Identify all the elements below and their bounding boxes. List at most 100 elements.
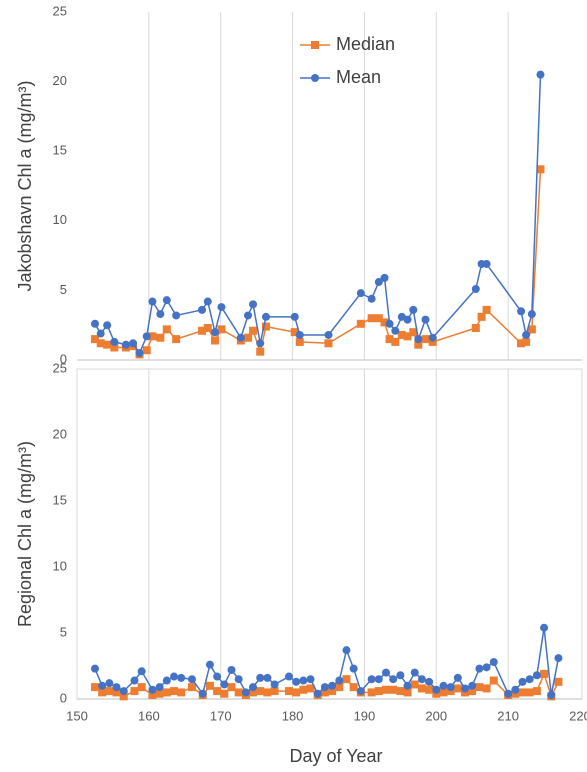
data-point xyxy=(482,684,491,693)
data-point xyxy=(177,688,186,697)
data-point xyxy=(320,688,329,697)
data-point xyxy=(335,683,344,692)
data-point xyxy=(292,688,301,697)
data-point xyxy=(220,689,229,698)
data-point xyxy=(397,330,406,339)
data-point xyxy=(367,294,376,303)
data-point xyxy=(162,676,171,685)
data-point xyxy=(381,668,390,677)
data-point xyxy=(284,687,293,696)
data-point xyxy=(299,685,308,694)
data-point xyxy=(270,687,279,696)
data-point xyxy=(342,646,351,655)
data-point xyxy=(244,333,253,342)
data-point xyxy=(522,330,531,339)
data-point xyxy=(137,683,146,692)
data-point xyxy=(391,326,400,335)
data-point xyxy=(103,321,112,330)
data-point xyxy=(170,687,179,696)
data-point xyxy=(256,673,265,682)
data-point xyxy=(156,333,165,342)
data-point xyxy=(477,312,486,321)
data-point xyxy=(198,305,207,314)
data-point xyxy=(137,667,146,676)
x-tick-label: 200 xyxy=(425,708,447,723)
data-point xyxy=(205,660,214,669)
data-point xyxy=(471,323,480,332)
data-point xyxy=(328,687,337,696)
y-tick-label: 10 xyxy=(53,212,67,227)
data-point xyxy=(356,687,365,696)
data-point xyxy=(356,319,365,328)
data-point xyxy=(156,310,165,319)
data-point xyxy=(172,311,181,320)
data-point xyxy=(446,683,455,692)
data-point xyxy=(155,689,164,698)
data-point xyxy=(299,676,308,685)
x-tick-label: 170 xyxy=(210,708,232,723)
data-point xyxy=(210,328,219,337)
y-tick-label: 25 xyxy=(53,360,67,375)
data-point xyxy=(90,683,99,692)
data-point xyxy=(263,688,272,697)
data-point xyxy=(410,680,419,689)
data-point xyxy=(306,684,315,693)
data-point xyxy=(119,692,128,701)
data-point xyxy=(96,339,105,348)
data-point xyxy=(105,687,114,696)
data-point xyxy=(234,688,243,697)
data-point xyxy=(213,672,222,681)
data-point xyxy=(385,335,394,344)
data-point xyxy=(517,307,526,316)
data-point xyxy=(244,311,253,320)
data-point xyxy=(527,310,536,319)
data-point xyxy=(261,312,270,321)
data-point xyxy=(396,687,405,696)
data-point xyxy=(261,322,270,331)
data-point xyxy=(489,658,498,667)
data-point xyxy=(256,347,265,356)
data-point xyxy=(482,259,491,268)
data-point xyxy=(335,676,344,685)
data-point xyxy=(349,664,358,673)
y-tick-label: 20 xyxy=(53,426,67,441)
data-point xyxy=(475,683,484,692)
data-point xyxy=(105,679,114,688)
data-point xyxy=(292,677,301,686)
legend-label: Mean xyxy=(336,67,381,87)
data-point xyxy=(148,685,157,694)
data-point xyxy=(198,326,207,335)
plot-frame xyxy=(76,368,583,700)
y-tick-label: 0 xyxy=(60,690,67,705)
data-point xyxy=(522,337,531,346)
data-point xyxy=(391,337,400,346)
y-axis-label: Regional Chl a (mg/m³) xyxy=(15,441,35,627)
data-point xyxy=(532,671,541,680)
data-point xyxy=(177,673,186,682)
data-point xyxy=(468,687,477,696)
data-point xyxy=(241,688,250,697)
data-point xyxy=(217,325,226,334)
data-point xyxy=(525,688,534,697)
data-point xyxy=(471,285,480,294)
data-point xyxy=(428,337,437,346)
data-point xyxy=(374,687,383,696)
data-point xyxy=(256,687,265,696)
data-point xyxy=(249,300,258,309)
data-point xyxy=(367,314,376,323)
data-point xyxy=(142,332,151,341)
data-point xyxy=(504,689,513,698)
y-axis-label: Jakobshavn Chl a (mg/m³) xyxy=(15,80,35,291)
data-point xyxy=(306,675,315,684)
data-point xyxy=(217,303,226,312)
data-point xyxy=(142,346,151,355)
data-point xyxy=(148,332,157,341)
data-point xyxy=(155,683,164,692)
x-tick-label: 180 xyxy=(282,708,304,723)
data-point xyxy=(527,325,536,334)
data-point xyxy=(320,683,329,692)
data-point xyxy=(220,680,229,689)
data-point xyxy=(417,684,426,693)
